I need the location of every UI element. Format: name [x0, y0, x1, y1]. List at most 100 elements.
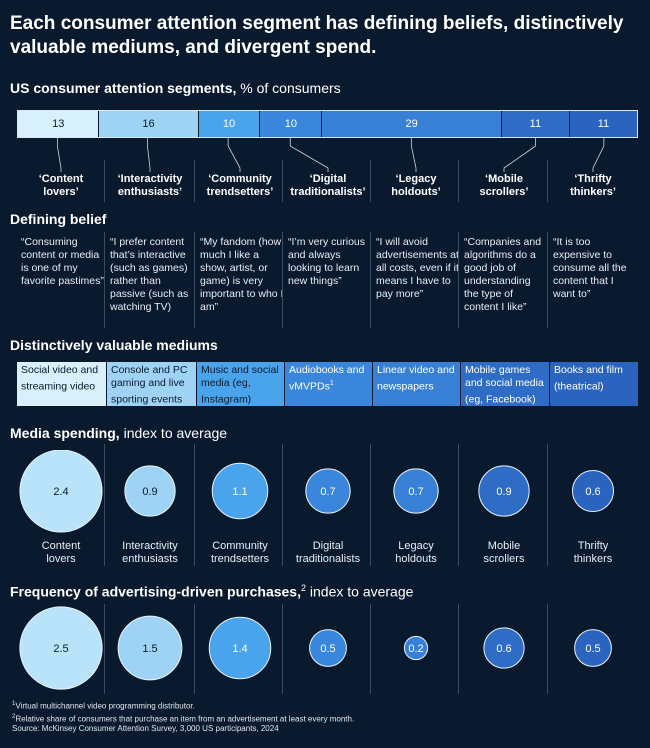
category-label-3: Digital traditionalists	[284, 540, 372, 566]
purchases-bubble-6	[574, 629, 612, 667]
belief-text-0: “Consuming content or media is one of my…	[21, 236, 104, 287]
medium-cell-6: Books and film (theatrical)	[549, 362, 638, 406]
purchases-heading-bold: Frequency of advertising-driven purchase…	[10, 583, 301, 600]
segment-label-1: ‘Interactivity enthusiasts’	[106, 173, 194, 199]
medium-cell-5: Mobile games and social media (eg, Faceb…	[460, 362, 549, 406]
spending-bubble-0	[19, 450, 103, 533]
medium-text-0: Social video and streaming video	[21, 364, 99, 393]
purchases-divider-4	[370, 604, 371, 694]
segment-leader-line-4	[410, 138, 417, 172]
medium-sup-3: 1	[329, 380, 334, 387]
purchases-value-label-4: 0.2	[408, 643, 423, 655]
medium-text-1: Console and PC gaming and live sporting …	[111, 364, 188, 406]
spending-bubble-5	[478, 465, 530, 517]
belief-text-1: “I prefer content that’s interactive (su…	[110, 236, 189, 313]
spending-heading-bold: Media spending,	[10, 425, 120, 441]
medium-cell-1: Console and PC gaming and live sporting …	[106, 362, 196, 406]
segment-leader-line-5	[503, 138, 536, 172]
segments-heading-rest: % of consumers	[236, 80, 341, 96]
purchases-bubble-2	[208, 616, 272, 680]
belief-divider-2	[194, 232, 195, 328]
segment-label-line-1: ‘Thrifty	[574, 173, 612, 185]
purchases-divider-3	[282, 604, 283, 694]
mediums-heading-bold: Distinctively valuable mediums	[10, 337, 218, 353]
segment-leader-line-1	[147, 138, 151, 172]
spending-divider-3	[282, 444, 283, 566]
belief-divider-1	[104, 232, 105, 328]
segment-bar-3: 10	[259, 111, 322, 137]
purchases-bubble-0	[19, 606, 103, 690]
category-label-line-2: holdouts	[395, 553, 437, 565]
segment-label-divider-6	[547, 160, 548, 202]
segment-label-0: ‘Content lovers’	[17, 173, 105, 199]
segment-label-divider-1	[104, 160, 105, 202]
segment-label-divider-5	[458, 160, 459, 202]
segment-bar-5: 11	[500, 111, 569, 137]
segment-label-2: ‘Community trendsetters’	[196, 173, 284, 199]
spending-value-label-1: 0.9	[142, 486, 157, 498]
chart-title-line-2: valuable mediums, and divergent spend.	[10, 37, 377, 58]
spending-heading: Media spending, index to average	[10, 425, 227, 442]
belief-text-6: “It is too expensive to consume all the …	[553, 236, 627, 300]
medium-text-3: Audiobooks and vMVPDs	[289, 364, 365, 393]
purchases-divider-6	[547, 604, 548, 694]
segment-bar-0: 13	[18, 111, 99, 137]
medium-cell-4: Linear video and newspapers	[372, 362, 460, 406]
segment-bar-4: 29	[321, 111, 501, 137]
spending-heading-rest: index to average	[119, 425, 228, 441]
segment-label-line-2: holdouts’	[391, 186, 441, 198]
medium-cell-3: Audiobooks and vMVPDs1	[284, 362, 372, 406]
footnote-1-text: Virtual multichannel video programming d…	[15, 701, 195, 711]
spending-bubble-3	[305, 468, 351, 514]
purchases-value-label-5: 0.6	[496, 643, 511, 655]
purchases-divider-1	[104, 604, 105, 694]
media-spending-chart: 2.4 0.9 1.1 0.7 0.7 0.9 0.6	[19, 450, 615, 533]
category-label-line-1: Content	[41, 540, 81, 552]
category-label-line-2: thinkers	[573, 553, 613, 565]
purchases-heading: Frequency of advertising-driven purchase…	[10, 580, 413, 601]
segment-label-line-2: thinkers’	[570, 186, 616, 198]
segment-label-divider-2	[194, 160, 195, 202]
segment-leader-line-6	[592, 138, 605, 172]
category-label-4: Legacy holdouts	[372, 540, 460, 566]
purchases-bubble-3	[309, 629, 347, 667]
footnote-1-mark: 1	[12, 701, 16, 707]
purchases-heading-sup: 2	[300, 583, 306, 593]
segment-leader-line-3	[289, 138, 329, 172]
segments-heading: US consumer attention segments, % of con…	[10, 80, 341, 97]
category-label-5: Mobile scrollers	[460, 540, 548, 566]
category-label-1: Interactivity enthusiasts	[106, 540, 194, 566]
spending-value-label-5: 0.9	[496, 486, 511, 498]
ad-purchases-chart: 2.5 1.5 1.4 0.5 0.2 0.6 0.5	[19, 606, 612, 690]
spending-value-label-4: 0.7	[408, 486, 423, 498]
segment-label-line-1: ‘Interactivity	[117, 173, 183, 185]
footnote-2: 2Relative share of consumers that purcha…	[12, 712, 632, 725]
spending-bubble-4	[393, 468, 439, 514]
purchases-value-label-2: 1.4	[232, 643, 247, 655]
segment-leader-line-2	[227, 138, 241, 172]
belief-heading-bold: Defining belief	[10, 211, 107, 227]
spending-divider-1	[104, 444, 105, 566]
segment-label-line-2: traditionalists’	[290, 186, 366, 198]
purchases-divider-2	[194, 604, 195, 694]
category-label-line-1: Thrifty	[577, 540, 609, 552]
spending-divider-6	[547, 444, 548, 566]
segment-bar-2: 10	[197, 111, 260, 137]
medium-text-5: Mobile games and social media (eg, Faceb…	[465, 364, 544, 406]
purchases-value-label-1: 1.5	[142, 643, 157, 655]
source-note: Source: McKinsey Consumer Attention Surv…	[12, 724, 279, 734]
footnote-2-text: Relative share of consumers that purchas…	[15, 714, 355, 724]
medium-cell-2: Music and social media (eg, Instagram)	[196, 362, 284, 406]
spending-value-label-0: 2.4	[53, 486, 68, 498]
category-label-0: Content lovers	[17, 540, 105, 566]
purchases-value-label-6: 0.5	[585, 643, 600, 655]
purchases-heading-rest: index to average	[306, 583, 414, 600]
segment-label-6: ‘Thrifty thinkers’	[549, 173, 637, 199]
footnotes: 1Virtual multichannel video programming …	[12, 699, 632, 734]
segment-label-3: ‘Digital traditionalists’	[284, 173, 372, 199]
medium-text-2: Music and social media (eg, Instagram)	[201, 364, 279, 406]
footnote-2-mark: 2	[12, 713, 16, 720]
segment-label-line-1: ‘Community	[208, 173, 272, 185]
belief-divider-4	[370, 232, 371, 328]
segment-label-5: ‘Mobile scrollers’	[460, 173, 548, 199]
